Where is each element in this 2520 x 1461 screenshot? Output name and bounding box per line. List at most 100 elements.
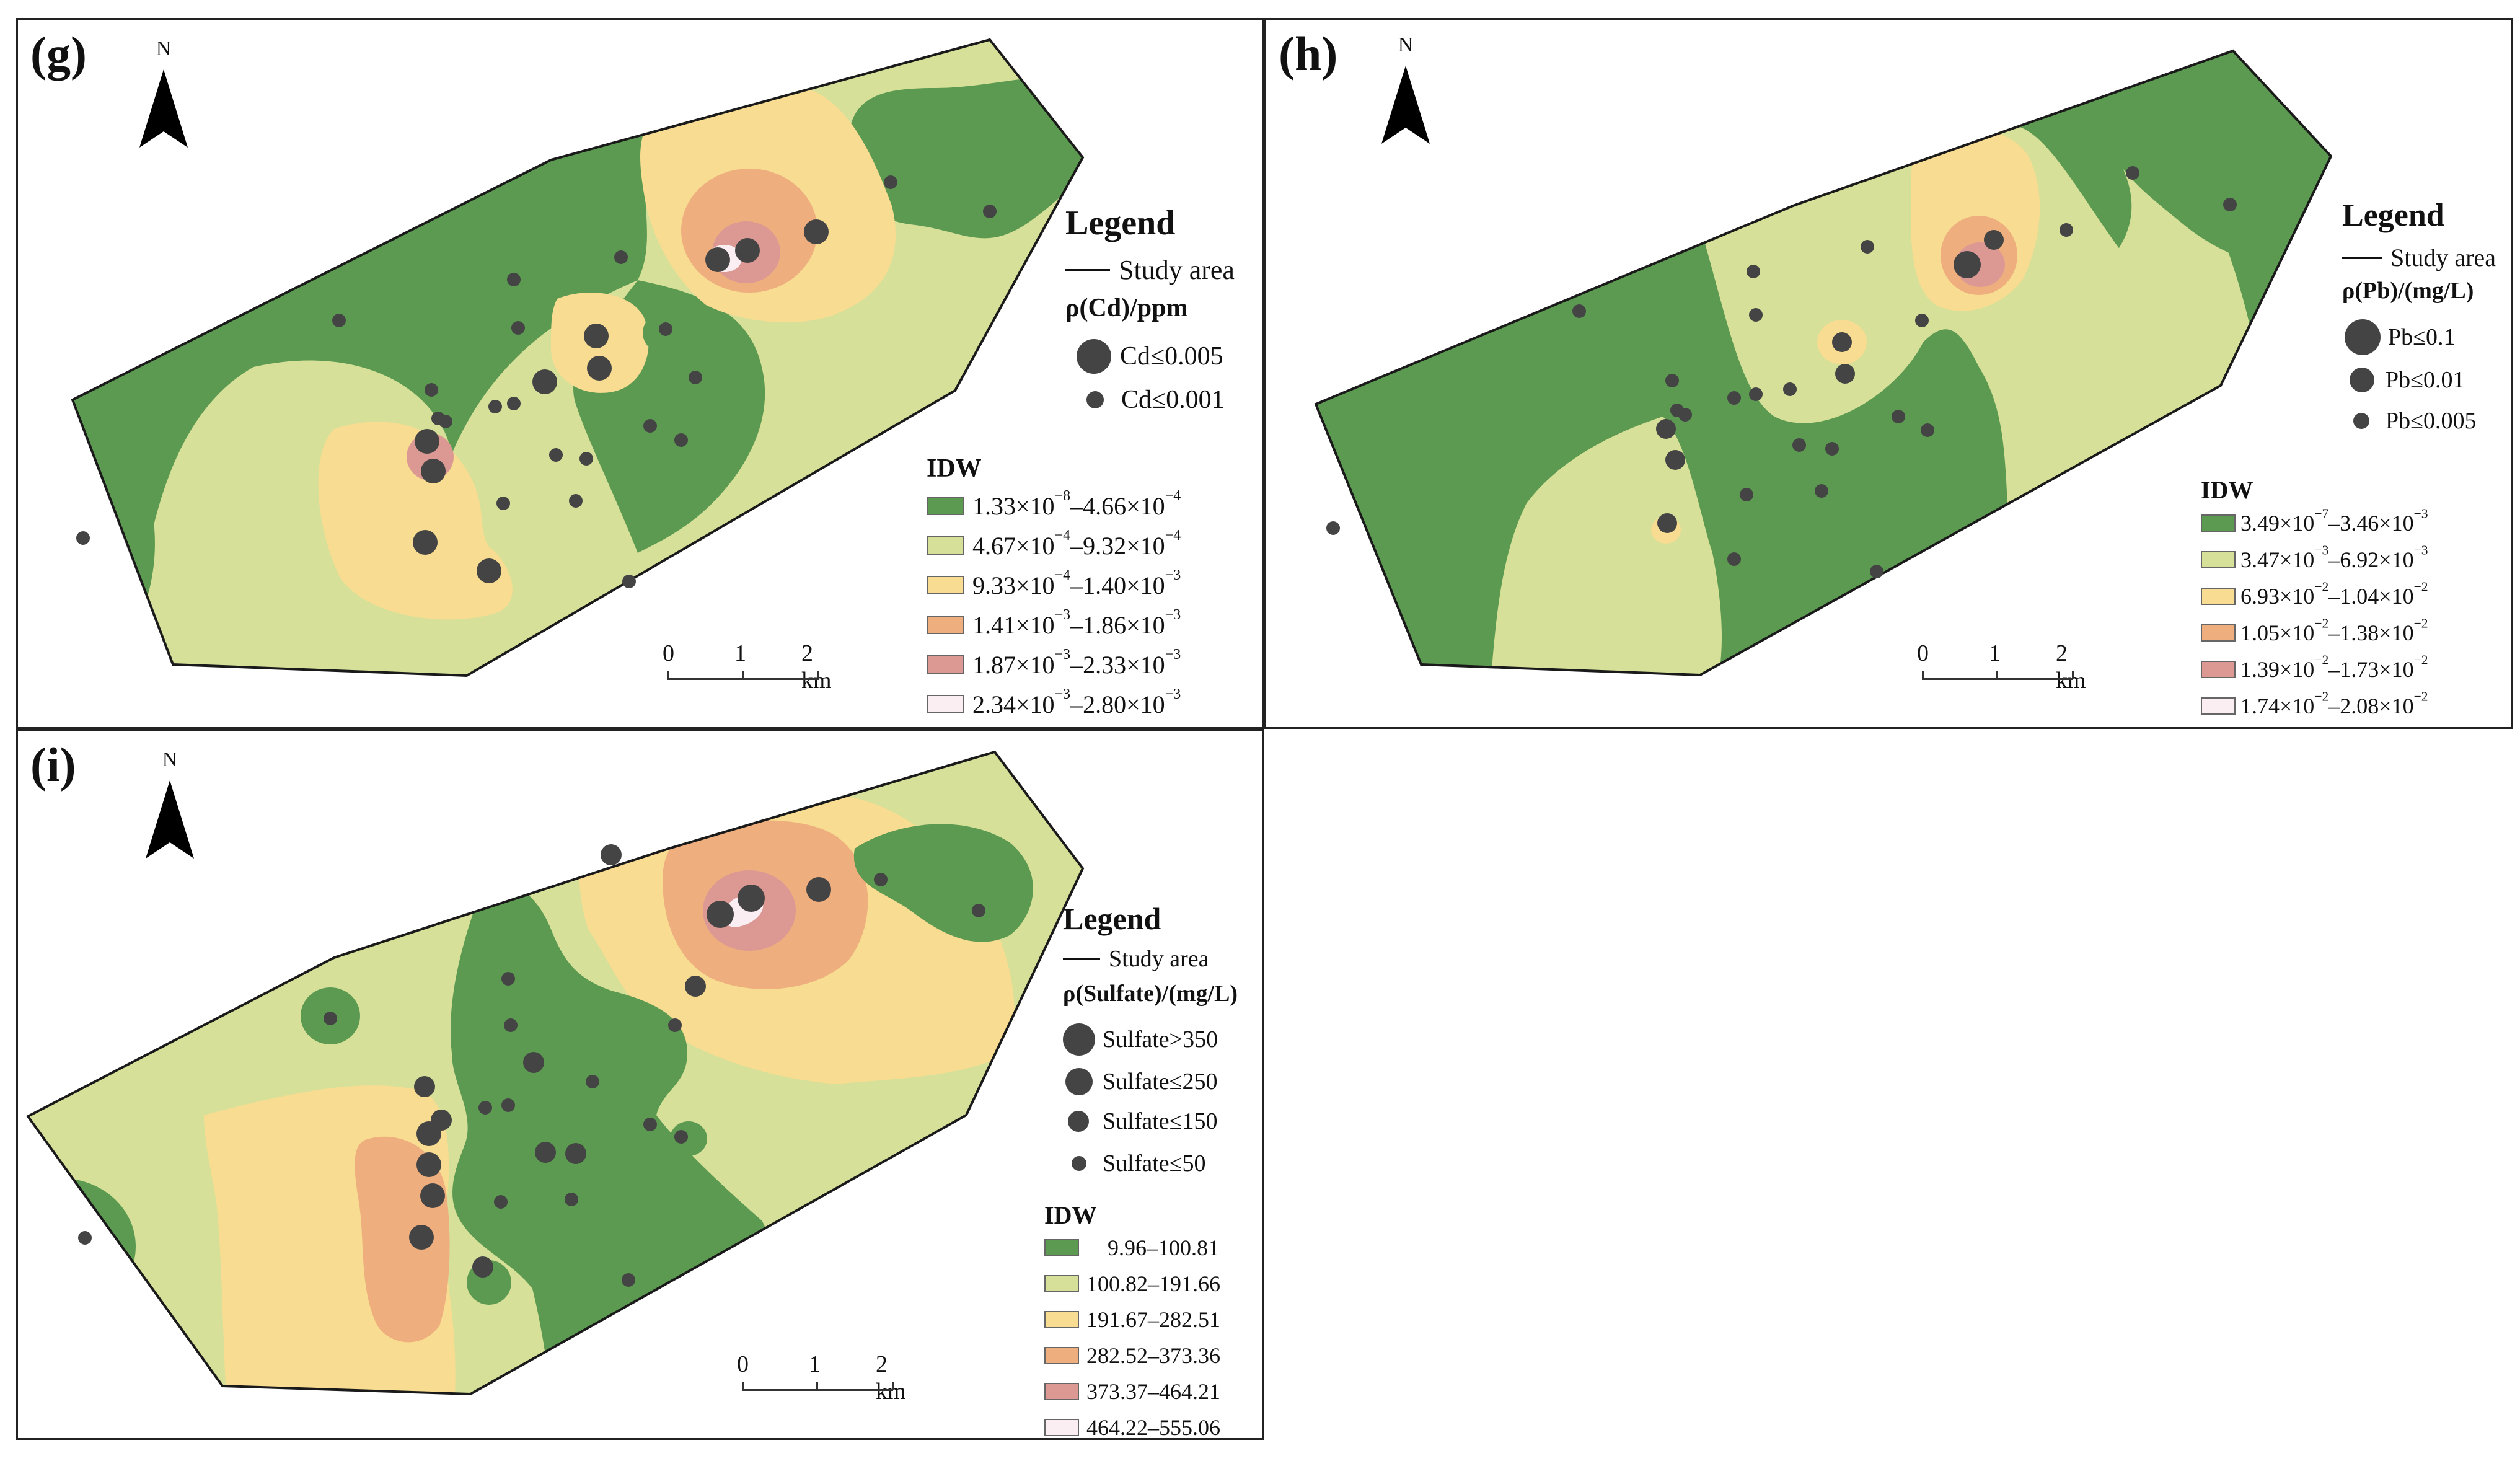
symbol-label: Cd≤0.005 — [1120, 342, 1223, 371]
class-range-label: 373.37–464.21 — [1086, 1379, 1220, 1404]
idw-class-row: 9.96–100.81 — [1044, 1230, 1220, 1266]
sample-point — [565, 1143, 586, 1164]
legend-h: Legend Study area ρ(Pb)/(mg/L) Pb≤0.1 Pb… — [2342, 200, 2496, 435]
sample-point — [1954, 251, 1981, 278]
small-dot-icon — [2353, 413, 2369, 429]
scale-bar: 0 1 2 km — [1917, 640, 2086, 694]
sample-point — [1984, 230, 2004, 250]
symbol-row: Sulfate≤150 — [1068, 1108, 1238, 1135]
class-swatch — [2201, 660, 2236, 678]
panel-label: (h) — [1279, 27, 1338, 81]
sample-point — [1656, 419, 1676, 439]
scale-label-1: 1 — [809, 1351, 821, 1377]
class-swatch — [1044, 1419, 1079, 1436]
sample-point — [1861, 240, 1874, 254]
class-range-label: 1.74×10−2–2.08×10−2 — [2240, 688, 2428, 718]
medium-dot-icon — [1065, 1068, 1093, 1095]
idw-title: IDW — [927, 454, 982, 483]
sample-point — [1825, 442, 1839, 456]
sample-point — [2060, 223, 2073, 237]
sample-point — [1727, 552, 1741, 566]
idw-class-row: 6.93×10−2–1.04×10−2 — [2201, 578, 2428, 614]
study-area-boundary — [26, 750, 1085, 1396]
class-swatch — [2201, 587, 2236, 605]
symbol-row: Sulfate≤50 — [1072, 1150, 1238, 1177]
scale-bar: 0 1 2 km — [663, 640, 832, 694]
class-range-label: 1.33×10−8–4.66×10−4 — [972, 487, 1181, 520]
sample-point — [569, 494, 583, 508]
legend-title: Legend — [1065, 204, 1176, 242]
sample-point — [579, 452, 593, 466]
sample-point — [705, 247, 730, 272]
scale-label-1: 1 — [1989, 640, 2001, 666]
sample-point — [614, 250, 628, 264]
sample-point — [972, 904, 985, 917]
sample-point — [1749, 387, 1763, 401]
idw-class-row: 3.49×10−7–3.46×10−3 — [2201, 505, 2428, 541]
symbol-label: Sulfate≤250 — [1103, 1069, 1218, 1095]
large-dot-icon — [1077, 339, 1111, 374]
class-range-label: 464.22–555.06 — [1086, 1415, 1220, 1440]
north-arrow: N — [136, 37, 192, 155]
surface-class-2 — [1489, 417, 1722, 675]
sample-point — [2223, 198, 2237, 211]
study-line-symbol — [1063, 958, 1100, 960]
sample-point — [501, 972, 515, 986]
class-swatch — [1044, 1347, 1079, 1364]
class-range-label: 191.67–282.51 — [1086, 1307, 1220, 1332]
scale-label-1: 1 — [734, 640, 746, 666]
idw-class-row: 1.39×10−2–1.73×10−2 — [2201, 651, 2428, 687]
sample-point — [587, 356, 612, 381]
idw-class-row: 191.67–282.51 — [1044, 1302, 1220, 1338]
sample-point — [565, 1193, 578, 1206]
class-swatch — [1044, 1275, 1079, 1292]
sample-point — [1832, 332, 1852, 352]
idw-map-g — [71, 38, 1085, 678]
idw-legend-h: IDW 3.49×10−7–3.46×10−3 3.47×10−3–6.92×1… — [2201, 475, 2428, 724]
sample-point — [659, 322, 672, 336]
north-arrow: N — [142, 748, 198, 866]
surface-class-1 — [2090, 51, 2331, 271]
class-swatch — [927, 616, 964, 634]
sample-point — [523, 1052, 544, 1073]
sample-point — [478, 1101, 492, 1115]
north-arrow-icon — [139, 69, 188, 148]
sample-point — [549, 448, 563, 462]
sample-point — [494, 1195, 508, 1209]
sample-point — [1747, 265, 1760, 278]
sample-point — [1326, 521, 1340, 535]
scale-label-2: 2 km — [801, 640, 832, 694]
idw-class-row: 2.34×10−3–2.80×10−3 — [927, 684, 1181, 724]
class-swatch — [2201, 514, 2236, 532]
medium-dot-icon — [2350, 368, 2374, 392]
sample-point — [472, 1256, 493, 1278]
sample-point — [806, 877, 831, 902]
surface-class-1 — [848, 76, 1083, 239]
class-range-label: 1.87×10−3–2.33×10−3 — [972, 646, 1181, 679]
study-area-boundary — [71, 38, 1085, 678]
sample-point — [983, 205, 997, 218]
study-area-label: Study area — [1109, 946, 1209, 972]
class-range-label: 9.96–100.81 — [1108, 1235, 1219, 1260]
class-swatch — [2201, 624, 2236, 642]
symbol-label: Cd≤0.001 — [1121, 386, 1225, 414]
idw-class-row: 1.05×10−2–1.38×10−2 — [2201, 614, 2428, 651]
sample-point — [409, 1225, 434, 1250]
symbol-title: ρ(Sulfate)/(mg/L) — [1063, 981, 1238, 1007]
sample-point — [332, 314, 346, 327]
sample-point — [416, 1152, 441, 1177]
scale-label-2: 2 km — [2056, 640, 2086, 694]
class-range-label: 1.41×10−3–1.86×10−3 — [972, 606, 1181, 639]
scale-label-0: 0 — [1917, 640, 1929, 666]
surface-class-1 — [670, 1121, 707, 1156]
class-swatch — [927, 576, 964, 594]
north-letter: N — [162, 748, 178, 771]
class-range-label: 2.34×10−3–2.80×10−3 — [972, 686, 1181, 718]
north-arrow: N — [1378, 33, 1434, 151]
idw-legend-g: IDW 1.33×10−8–4.66×10−4 4.67×10−4–9.32×1… — [927, 454, 1181, 724]
symbol-row: Pb≤0.005 — [2353, 407, 2496, 435]
sample-point — [1665, 374, 1679, 387]
sample-point — [674, 433, 688, 447]
map-panel-h: (h) N Legend Study area ρ(Pb)/(mg/L) Pb≤… — [1264, 18, 2513, 729]
study-area-boundary — [1314, 49, 2333, 677]
